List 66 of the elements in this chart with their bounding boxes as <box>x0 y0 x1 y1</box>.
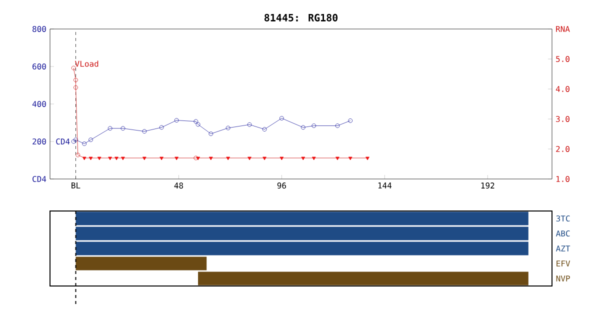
point <box>88 156 93 160</box>
point <box>97 156 102 160</box>
point <box>336 156 340 160</box>
y2-tick-label: 2.0 <box>556 146 570 152</box>
point <box>142 129 147 134</box>
x-tick-label: 96 <box>277 182 286 189</box>
point <box>120 126 126 131</box>
point <box>174 156 179 160</box>
point <box>142 156 146 160</box>
y-tick-label: CD4 <box>32 176 46 182</box>
point <box>226 126 230 130</box>
y2-tick-label: 1.0 <box>556 176 570 182</box>
x-tick-label: 144 <box>378 182 392 188</box>
point <box>300 125 306 130</box>
y-tick-label: ABC <box>556 230 570 237</box>
series-label: VLoad <box>75 60 98 67</box>
x-tick-label: 48 <box>174 182 184 189</box>
point <box>114 156 118 160</box>
point <box>248 156 252 160</box>
point <box>262 156 266 160</box>
point <box>208 156 213 160</box>
y-tick-label: 600 <box>32 63 46 70</box>
point <box>226 156 230 160</box>
y-tick-label: 200 <box>32 138 46 145</box>
point <box>312 124 316 128</box>
point <box>160 156 164 160</box>
point <box>174 118 179 123</box>
point <box>366 156 370 160</box>
point <box>108 156 112 160</box>
point <box>262 127 267 132</box>
y2-tick-label: RNA <box>556 26 570 32</box>
point <box>196 122 200 127</box>
y-tick-label: AZT <box>556 246 570 252</box>
y-tick-label: 400 <box>32 100 46 108</box>
point <box>194 156 198 160</box>
y-tick-label: NVP <box>556 276 570 282</box>
point <box>196 156 200 160</box>
point <box>108 126 112 131</box>
series-label: CD4 <box>56 138 70 145</box>
point <box>74 78 78 82</box>
point <box>74 85 78 90</box>
point <box>301 156 306 160</box>
x-tick-label: 192 <box>481 182 494 189</box>
point <box>74 138 78 142</box>
y2-tick-label: 5.0 <box>556 56 570 62</box>
y-tick-label: 800 <box>32 26 46 32</box>
point <box>247 122 252 127</box>
point <box>335 124 340 128</box>
point <box>159 125 164 130</box>
point <box>312 156 316 160</box>
y-tick-label: 3TC <box>556 215 570 222</box>
point <box>76 152 80 158</box>
point <box>82 156 86 160</box>
point <box>88 138 93 142</box>
point <box>280 156 284 160</box>
point <box>82 142 87 146</box>
x-tick-label: BL <box>72 182 80 188</box>
point <box>121 156 125 160</box>
point <box>208 132 214 136</box>
y2-tick-label: 3.0 <box>556 116 570 122</box>
point <box>279 116 284 120</box>
point <box>194 119 198 124</box>
chart-title: 81445: RG180 <box>264 14 338 22</box>
y-tick-label: EFV <box>556 260 570 266</box>
point <box>348 156 352 160</box>
y2-tick-label: 4.0 <box>556 86 570 92</box>
